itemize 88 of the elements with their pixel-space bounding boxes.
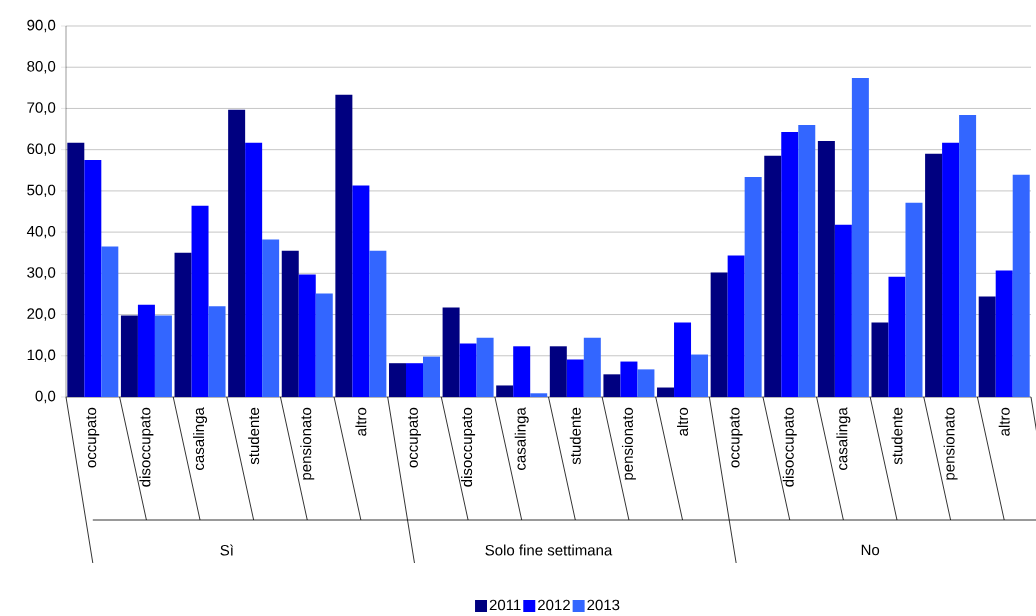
bar xyxy=(871,322,889,397)
x-tick-label: altro xyxy=(677,407,689,436)
bar xyxy=(603,374,621,397)
bar xyxy=(228,109,246,397)
bar xyxy=(352,185,370,397)
x-tick-label: disoccupato xyxy=(461,407,476,487)
text: Sì xyxy=(220,544,233,556)
bar xyxy=(208,306,226,397)
text: Solo fine settimana xyxy=(485,544,613,556)
bar xyxy=(583,337,601,397)
bar xyxy=(995,270,1013,397)
y-tick-label: 70,0 xyxy=(27,102,56,115)
bar xyxy=(84,159,102,397)
bar xyxy=(101,246,119,397)
bar xyxy=(888,276,906,397)
bar xyxy=(549,346,567,397)
bar xyxy=(388,363,406,397)
bar xyxy=(942,142,960,397)
bar xyxy=(851,77,869,397)
bar xyxy=(978,296,996,397)
x-tick-label: studente xyxy=(891,407,903,465)
y-tick-label: 40,0 xyxy=(26,225,56,239)
bar xyxy=(905,202,923,397)
y-tick-label: 60,0 xyxy=(27,143,56,156)
bar xyxy=(744,176,762,397)
y-tick-label: 90,0 xyxy=(27,19,56,33)
legend-label: 2011 xyxy=(489,599,521,611)
bar xyxy=(459,343,477,397)
x-tick-label: disoccupato xyxy=(139,407,154,487)
x-tick-label: occupato xyxy=(86,407,100,468)
bar xyxy=(798,124,816,397)
bar xyxy=(335,94,353,397)
bar xyxy=(262,239,280,397)
legend-label: 2012 xyxy=(538,599,570,611)
bar xyxy=(834,224,852,397)
bar xyxy=(442,307,460,397)
x-tick-label: pensionato xyxy=(621,407,636,480)
bar xyxy=(530,393,548,397)
bar xyxy=(315,293,333,397)
x-tick-label: altro xyxy=(355,407,367,436)
y-tick-label: 10,0 xyxy=(27,349,56,362)
bar xyxy=(764,155,782,397)
y-tick-label: 50,0 xyxy=(27,184,56,198)
x-tick-label: studente xyxy=(569,407,581,465)
bar xyxy=(566,359,584,397)
bar xyxy=(298,274,316,397)
y-tick-label: 80,0 xyxy=(27,61,56,74)
bar xyxy=(369,250,387,397)
x-tick-label: pensionato xyxy=(943,407,958,480)
x-tick-label: casalinga xyxy=(514,407,529,470)
bar xyxy=(422,356,440,397)
x-tick-label: occupato xyxy=(729,407,743,468)
bar xyxy=(191,205,209,397)
bar xyxy=(781,131,799,397)
x-tick-label: disoccupato xyxy=(782,407,797,487)
x-tick-label: occupato xyxy=(408,407,421,468)
x-tick-label: casalinga xyxy=(836,407,851,470)
bar xyxy=(513,346,531,397)
y-tick-label: 20,0 xyxy=(27,308,56,321)
bar xyxy=(637,369,655,397)
bar xyxy=(925,153,943,397)
bar xyxy=(727,255,745,397)
text: No xyxy=(861,544,880,556)
bar xyxy=(620,361,638,397)
x-tick-label: pensionato xyxy=(300,407,315,480)
bar xyxy=(476,337,494,397)
x-tick-label: studente xyxy=(248,407,260,465)
bar xyxy=(657,387,675,397)
bar xyxy=(67,142,85,397)
bar xyxy=(1012,174,1030,397)
bar xyxy=(245,142,263,397)
bar xyxy=(959,115,977,397)
bar xyxy=(154,315,172,397)
bar xyxy=(281,250,299,397)
bar xyxy=(674,322,692,397)
bar xyxy=(710,272,728,397)
bar xyxy=(405,363,423,397)
y-tick-label: 30,0 xyxy=(27,267,56,280)
bar xyxy=(137,304,155,397)
x-tick-label: casalinga xyxy=(193,407,208,470)
bar xyxy=(817,141,835,397)
bar xyxy=(496,385,514,397)
bar xyxy=(120,315,138,397)
x-tick-label: altro xyxy=(998,407,1010,436)
bar xyxy=(174,252,192,397)
y-tick-label: 0,0 xyxy=(35,390,56,404)
bar xyxy=(691,354,709,397)
legend-label: 2013 xyxy=(587,599,620,611)
